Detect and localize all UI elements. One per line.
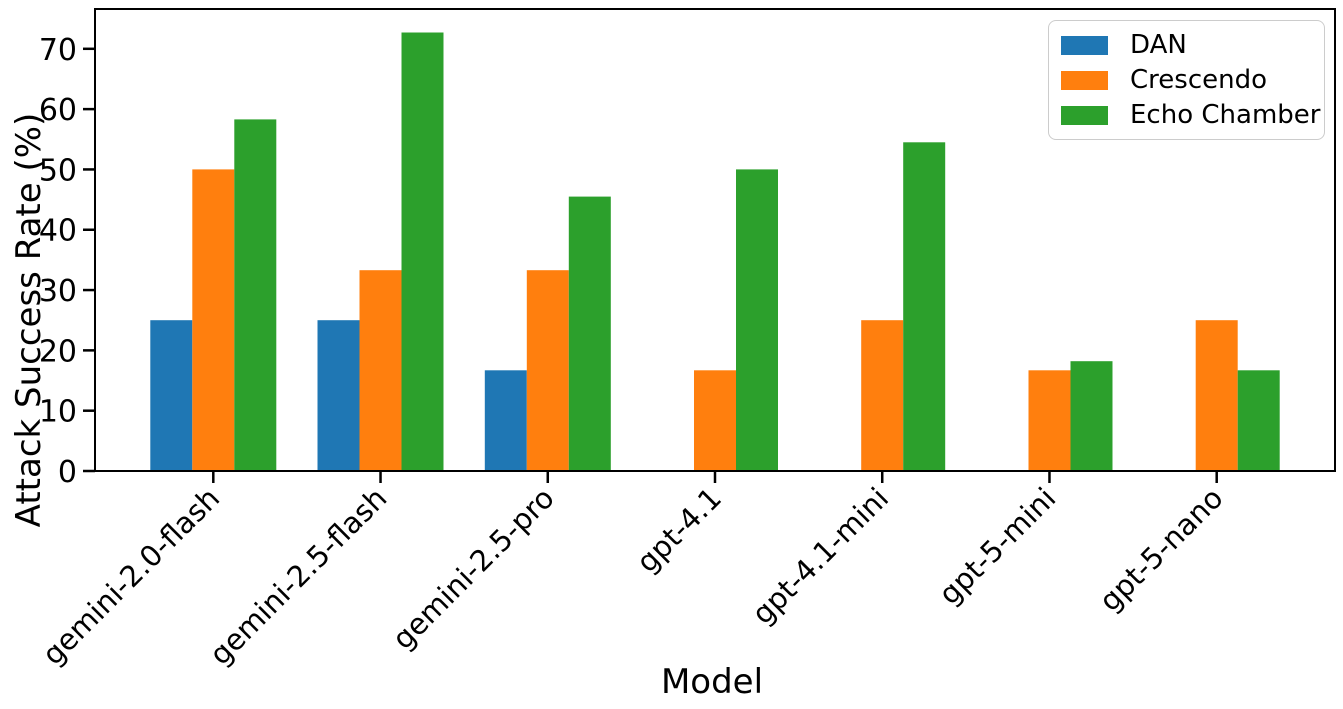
y-tick-label: 10 xyxy=(39,395,77,430)
bar-crescendo xyxy=(1028,370,1071,471)
legend-label: Echo Chamber xyxy=(1130,100,1321,130)
y-tick-label: 40 xyxy=(39,214,77,249)
legend-item: DAN xyxy=(1061,29,1314,61)
y-tick-label: 20 xyxy=(39,334,77,369)
bar-crescendo xyxy=(359,270,402,471)
bar-crescendo xyxy=(1195,320,1238,471)
legend-label: DAN xyxy=(1130,30,1187,60)
x-tick-label: gemini-2.5-pro xyxy=(386,481,561,656)
legend-item: Echo Chamber xyxy=(1061,99,1320,131)
bar-echo-chamber xyxy=(568,196,611,471)
legend-swatch xyxy=(1061,35,1108,55)
x-tick-label: gpt-4.1-mini xyxy=(745,481,895,631)
bar-crescendo xyxy=(694,370,736,471)
bar-dan xyxy=(484,370,527,471)
x-tick-label: gemini-2.0-flash xyxy=(36,481,227,672)
bar-crescendo xyxy=(526,270,569,471)
y-tick-label: 70 xyxy=(39,33,77,68)
legend-swatch xyxy=(1061,105,1108,125)
y-tick-label: 30 xyxy=(39,274,77,309)
x-axis-label: Model xyxy=(660,662,764,702)
bar-echo-chamber xyxy=(234,119,277,472)
bar-echo-chamber xyxy=(903,142,946,472)
y-tick-label: 50 xyxy=(39,153,77,188)
x-tick-label: gpt-4.1 xyxy=(630,481,728,579)
bar-crescendo xyxy=(861,320,904,471)
y-axis-label: Attack Success Rate (%) xyxy=(9,112,49,528)
bar-echo-chamber xyxy=(1070,361,1113,471)
bar-echo-chamber xyxy=(401,32,444,471)
bar-dan xyxy=(317,320,360,471)
x-tick-label: gemini-2.5-flash xyxy=(203,481,394,672)
legend: DAN Crescendo Echo Chamber xyxy=(1048,20,1325,140)
x-tick-label: gpt-5-nano xyxy=(1093,481,1230,618)
legend-swatch xyxy=(1061,70,1108,90)
bar-crescendo xyxy=(192,169,235,471)
x-tick-label: gpt-5-mini xyxy=(932,481,1062,611)
bar-echo-chamber xyxy=(1237,370,1280,471)
y-tick-label: 0 xyxy=(58,455,77,490)
legend-item: Crescendo xyxy=(1061,64,1314,96)
y-tick-label: 60 xyxy=(39,93,77,128)
bar-echo-chamber xyxy=(736,169,778,471)
legend-label: Crescendo xyxy=(1130,65,1267,95)
bar-dan xyxy=(150,320,193,471)
